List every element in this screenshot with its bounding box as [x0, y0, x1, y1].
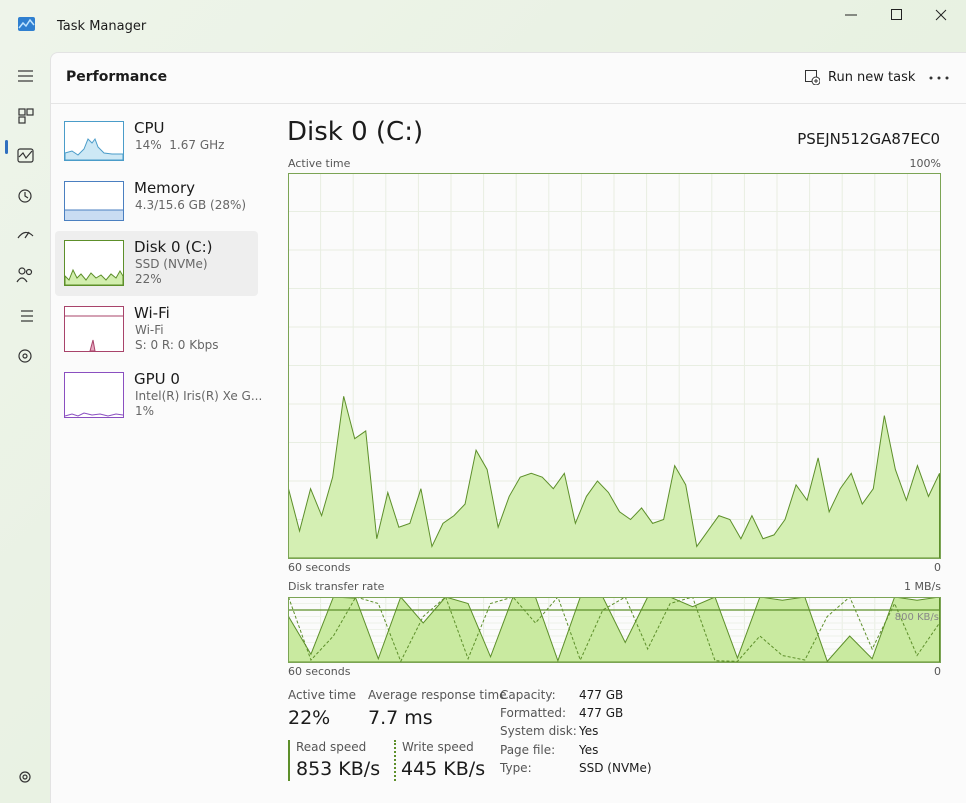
property-label: Formatted:: [500, 706, 567, 721]
stat-label: Active time: [288, 688, 357, 702]
thumbnail: [64, 372, 124, 418]
property-value: SSD (NVMe): [579, 760, 652, 775]
speed-label: Write speed: [402, 740, 474, 754]
thumbnail: [64, 306, 124, 352]
read-indicator: [288, 740, 290, 781]
run-task-icon[interactable]: [804, 69, 820, 85]
stat-value: 7.7 ms: [368, 707, 433, 729]
graph-time-label: 60 seconds: [288, 665, 351, 678]
speed-label: Read speed: [296, 740, 367, 754]
write-rate-line: [288, 597, 940, 663]
active-time-area: [288, 396, 940, 559]
nav-rail[interactable]: [0, 60, 50, 800]
property-value: 477 GB: [579, 688, 624, 702]
item-detail: 1%: [135, 404, 155, 418]
graph-max-label: 100%: [909, 157, 941, 170]
graph-time-label: 60 seconds: [288, 561, 351, 574]
run-new-task[interactable]: Run new task: [828, 70, 916, 85]
divider: [51, 103, 966, 104]
transfer-rate-graph: [288, 597, 941, 663]
thumbnail: [64, 181, 124, 221]
sidebar-item[interactable]: Memory 4.3/15.6 GB (28%): [55, 175, 258, 237]
item-name: Wi-Fi: [134, 304, 170, 322]
item-name: CPU: [134, 119, 165, 137]
property-label: Page file:: [500, 742, 556, 757]
sidebar-item[interactable]: CPU 14% 1.67 GHz: [55, 115, 258, 177]
item-detail: 4.3/15.6 GB (28%): [135, 198, 247, 212]
graph-border: [288, 173, 941, 559]
window-title: Task Manager: [57, 19, 147, 34]
graph-time-label: 0: [934, 561, 941, 574]
detail-title: Disk 0 (C:): [287, 117, 424, 147]
main-panel: [50, 52, 966, 803]
thumbnail: [64, 121, 124, 161]
property-value: 477 GB: [579, 706, 624, 721]
property-label: System disk:: [500, 724, 577, 739]
sidebar-item[interactable]: GPU 0 Intel(R) Iris(R) Xe G... 1%: [55, 368, 262, 430]
graph-label: Disk transfer rate: [288, 580, 385, 593]
window-controls[interactable]: [836, 0, 966, 32]
item-detail: S: 0 R: 0 Kbps: [135, 338, 219, 352]
item-name: GPU 0: [134, 370, 180, 388]
property-label: Type:: [500, 760, 532, 775]
write-indicator: [394, 740, 396, 781]
item-detail: Intel(R) Iris(R) Xe G...: [135, 389, 263, 403]
graph-time-label: 0: [934, 665, 941, 678]
sidebar-item[interactable]: Disk 0 (C:) SSD (NVMe) 22%: [55, 231, 258, 296]
graph-max-label: 1 MB/s: [904, 580, 941, 593]
disk-model: PSEJN512GA87EC0: [797, 130, 940, 148]
graph-mid-label: 800 KB/s: [894, 612, 939, 623]
speed-value: 853 KB/s: [296, 758, 381, 780]
item-name: Memory: [134, 179, 196, 197]
item-name: Disk 0 (C:): [134, 238, 213, 256]
graph-border: [288, 597, 941, 663]
item-detail: 22%: [135, 272, 162, 286]
more-button[interactable]: [929, 76, 949, 80]
item-detail: Wi-Fi: [135, 323, 164, 337]
active-time-graph: [288, 173, 941, 559]
sidebar-item[interactable]: Wi-Fi Wi-Fi S: 0 R: 0 Kbps: [55, 302, 258, 364]
graph-label: Active time: [288, 157, 351, 170]
thumbnail: [64, 240, 124, 286]
stat-value: 22%: [288, 707, 331, 729]
page-title: Performance: [66, 69, 168, 85]
item-detail: 14% 1.67 GHz: [135, 138, 225, 152]
stat-label: Average response time: [368, 688, 507, 702]
property-value: Yes: [579, 724, 599, 739]
property-label: Capacity:: [500, 688, 556, 702]
app-icon: [18, 17, 35, 31]
item-detail: SSD (NVMe): [135, 257, 208, 271]
property-value: Yes: [579, 742, 599, 757]
speed-value: 445 KB/s: [401, 758, 486, 780]
